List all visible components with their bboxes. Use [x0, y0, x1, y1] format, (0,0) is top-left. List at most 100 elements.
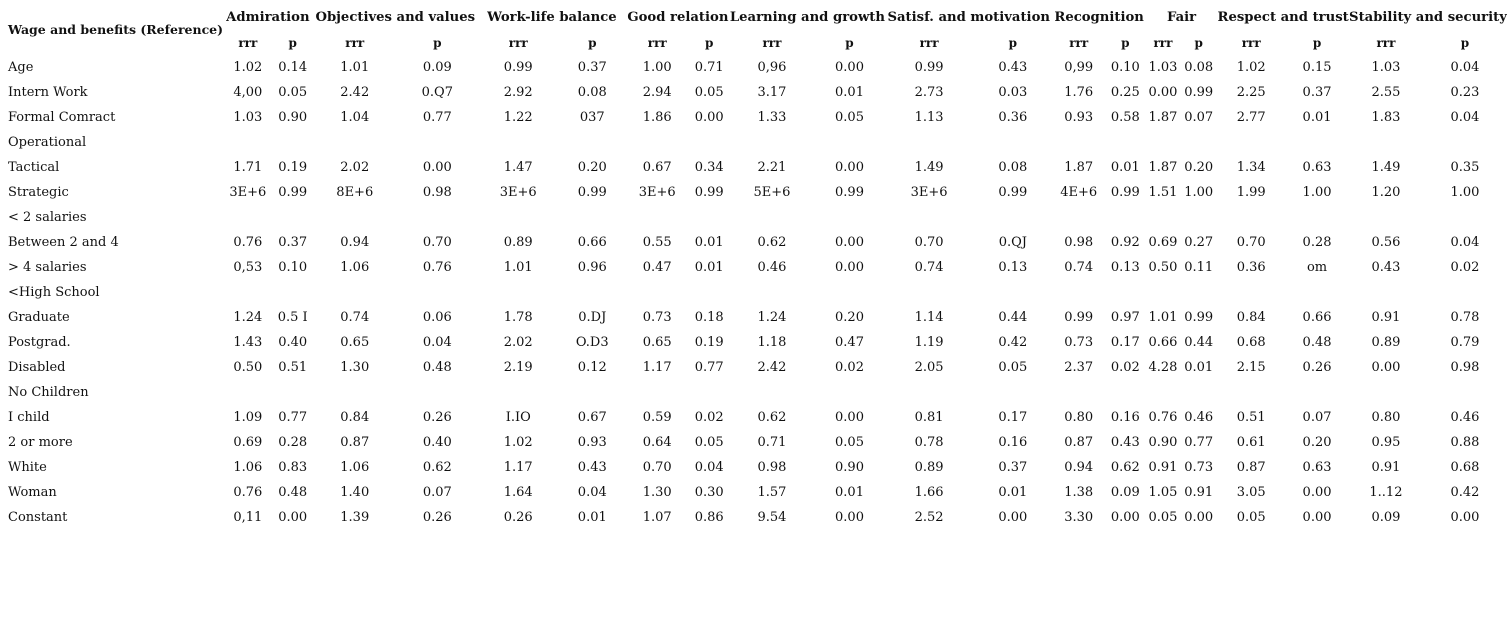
- rrr-cell: [730, 130, 814, 155]
- rrr-cell: 0.09: [1371, 510, 1401, 525]
- p-cell: [973, 280, 1052, 305]
- p-cell: 0.70: [422, 235, 452, 250]
- p-cell: 1.00: [1302, 185, 1332, 200]
- p-cell: 0.63: [1302, 160, 1332, 175]
- p-cell: 0.67: [577, 410, 607, 425]
- rrr-cell: [313, 130, 397, 155]
- p-cell: 0.02: [835, 360, 864, 375]
- rrr-cell: 1.34: [1236, 160, 1266, 175]
- p-cell: 0.40: [278, 335, 308, 350]
- row-label: Tactical: [8, 160, 60, 175]
- rrr-cell: 1.30: [642, 485, 672, 500]
- rrr-cell: [313, 380, 397, 405]
- rrr-cell: 1.09: [233, 410, 263, 425]
- p-cell: 0.02: [694, 410, 724, 425]
- rrr-cell: [1146, 205, 1180, 230]
- rrr-cell: 0.73: [642, 310, 672, 325]
- rrr-cell: 1.14: [914, 310, 944, 325]
- p-cell: 0.48: [278, 485, 308, 500]
- p-cell: [1285, 380, 1349, 405]
- rrr-cell: [313, 280, 397, 305]
- rrr-cell: 0,96: [757, 60, 787, 75]
- p-cell: 0.99: [694, 185, 724, 200]
- rrr-cell: 0.50: [1148, 260, 1178, 275]
- rrr-cell: 0.94: [1064, 460, 1094, 475]
- rrr-cell: 0.98: [757, 460, 787, 475]
- rrr-cell: 0.99: [914, 60, 944, 75]
- p-cell: [1285, 205, 1349, 230]
- column-group-header: Fair: [1166, 10, 1197, 25]
- rrr-cell: [478, 205, 559, 230]
- row-label: 2 or more: [8, 435, 73, 450]
- table-row: Tactical 1.71 0.19 2.02 0.00 1.47 0.20 0.67 0.34…: [5, 155, 1507, 180]
- rrr-cell: 0.80: [1064, 410, 1094, 425]
- p-cell: 0.09: [1110, 485, 1140, 500]
- table-row: < 2 salaries: [5, 205, 1507, 230]
- p-cell: [1180, 205, 1217, 230]
- rrr-cell: 0.69: [1148, 235, 1178, 250]
- p-cell: 0.00: [835, 160, 864, 175]
- p-cell: [689, 380, 730, 405]
- row-label: Between 2 and 4: [8, 235, 119, 250]
- p-cell: 0.00: [1450, 510, 1480, 525]
- rrr-cell: 0.91: [1371, 310, 1401, 325]
- rrr-cell: 0.98: [1064, 235, 1094, 250]
- rrr-cell: [1217, 380, 1285, 405]
- rrr-cell: 0.36: [1236, 260, 1266, 275]
- p-cell: 0.11: [1184, 260, 1214, 275]
- rrr-cell: 1.13: [914, 110, 944, 125]
- rrr-cell: 2.15: [1236, 360, 1266, 375]
- rrr-cell: 0.87: [1236, 460, 1266, 475]
- rrr-cell: 0.80: [1371, 410, 1401, 425]
- column-group-header: Objectives and values: [315, 10, 476, 25]
- table-row: Age 1.02 0.14 1.01 0.09 0.99 0.37 1.00 0.71 0,96 0…: [5, 55, 1507, 80]
- p-subheader: p: [1312, 36, 1322, 50]
- p-cell: [814, 130, 885, 155]
- table-row: White 1.06 0.83 1.06 0.62 1.17 0.43 0.70 0.04 0.9…: [5, 455, 1507, 480]
- rrr-cell: 1.57: [757, 485, 787, 500]
- rrr-cell: 0,53: [233, 260, 263, 275]
- rrr-cell: 1..12: [1369, 485, 1403, 500]
- p-cell: [1105, 280, 1146, 305]
- p-cell: 0.08: [577, 85, 607, 100]
- rrr-cell: 0.70: [914, 235, 944, 250]
- rrr-cell: 2.21: [757, 160, 787, 175]
- rrr-cell: 1.20: [1371, 185, 1401, 200]
- rrr-cell: 1.02: [503, 435, 533, 450]
- rrr-cell: [730, 380, 814, 405]
- p-cell: [559, 205, 626, 230]
- rrr-cell: 1.83: [1371, 110, 1401, 125]
- rrr-cell: 0.90: [1148, 435, 1178, 450]
- table-row: No Children: [5, 380, 1507, 405]
- rrr-cell: 9.54: [757, 510, 787, 525]
- rrr-cell: 5E+6: [753, 185, 791, 200]
- rrr-cell: 0.89: [1371, 335, 1401, 350]
- rrr-cell: 1.40: [340, 485, 370, 500]
- rrr-cell: [1349, 205, 1423, 230]
- p-cell: [397, 130, 478, 155]
- rrr-cell: 2.92: [503, 85, 533, 100]
- table-row: Graduate 1.24 0.5 I 0.74 0.06 1.78 0.DJ 0.73 0.1…: [5, 305, 1507, 330]
- p-cell: 0.93: [577, 435, 607, 450]
- row-label: Woman: [8, 485, 57, 500]
- rrr-cell: [1349, 130, 1423, 155]
- table-row: > 4 salaries 0,53 0.10 1.06 0.76 1.01 0.96 0.47…: [5, 255, 1507, 280]
- p-cell: [1105, 205, 1146, 230]
- p-cell: 0.08: [998, 160, 1028, 175]
- p-cell: [1105, 380, 1146, 405]
- rrr-subheader: rrr: [1376, 36, 1396, 50]
- p-cell: 0.20: [1184, 160, 1214, 175]
- p-cell: [689, 130, 730, 155]
- p-cell: [973, 205, 1052, 230]
- rrr-cell: 1.99: [1236, 185, 1266, 200]
- p-cell: 0.01: [998, 485, 1028, 500]
- p-cell: 0.01: [577, 510, 607, 525]
- p-cell: 0.88: [1450, 435, 1480, 450]
- p-cell: [1180, 130, 1217, 155]
- row-label: Constant: [8, 510, 68, 525]
- rrr-cell: 2.94: [642, 85, 672, 100]
- rrr-cell: [626, 280, 689, 305]
- rrr-cell: 1.39: [340, 510, 370, 525]
- p-cell: [689, 205, 730, 230]
- p-cell: 0.05: [694, 435, 724, 450]
